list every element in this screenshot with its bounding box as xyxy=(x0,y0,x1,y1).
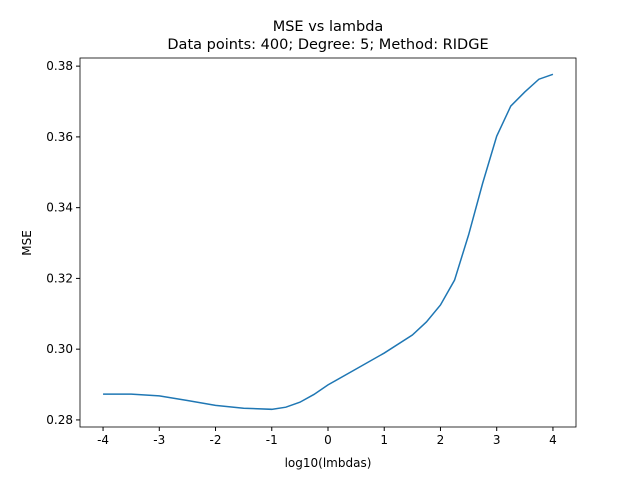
x-tick-label: -1 xyxy=(266,433,278,447)
x-tick-label: 0 xyxy=(324,433,332,447)
y-tick-label: 0.38 xyxy=(46,59,73,73)
x-tick-label: 3 xyxy=(493,433,501,447)
plot-frame xyxy=(79,57,577,428)
x-tick-label: 1 xyxy=(380,433,388,447)
x-tick-label: 4 xyxy=(549,433,557,447)
chart-subtitle: Data points: 400; Degree: 5; Method: RID… xyxy=(167,37,488,53)
chart-title: MSE vs lambda xyxy=(273,19,384,35)
x-tick-label: -3 xyxy=(153,433,165,447)
x-tick-label: -2 xyxy=(210,433,222,447)
y-tick-label: 0.36 xyxy=(46,130,73,144)
line-series xyxy=(103,73,554,411)
y-tick-label: 0.28 xyxy=(46,413,73,427)
x-axis-label: log10(lmbdas) xyxy=(285,456,372,470)
y-tick-label: 0.34 xyxy=(46,201,73,215)
x-tick-label: 2 xyxy=(437,433,445,447)
y-tick-label: 0.30 xyxy=(46,342,73,356)
y-axis-label: MSE xyxy=(20,230,34,256)
y-tick-label: 0.32 xyxy=(46,271,73,285)
x-tick-label: -4 xyxy=(97,433,109,447)
